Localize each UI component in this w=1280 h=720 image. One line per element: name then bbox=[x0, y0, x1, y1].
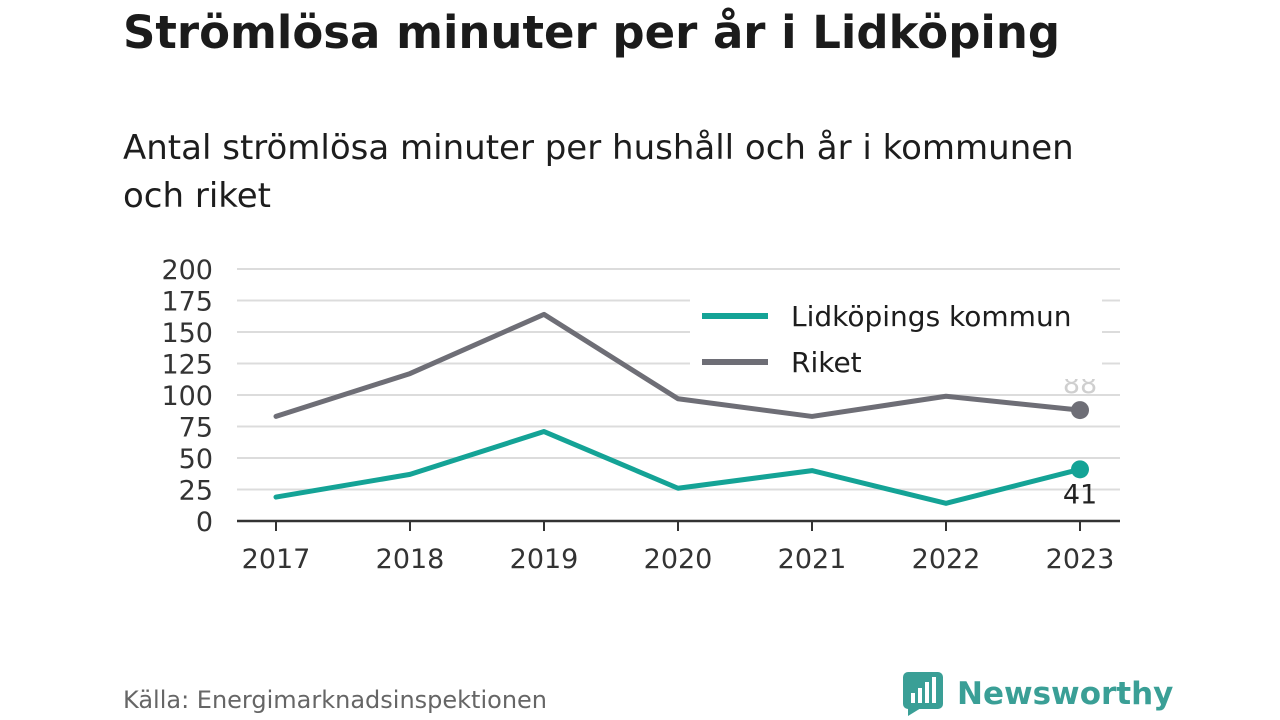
x-tick-label: 2017 bbox=[242, 544, 311, 575]
legend-label-riket: Riket bbox=[791, 346, 862, 379]
y-tick-label: 50 bbox=[179, 444, 213, 475]
x-tick-label: 2020 bbox=[644, 544, 713, 575]
y-tick-label: 125 bbox=[161, 350, 213, 381]
end-point-riket bbox=[1071, 401, 1089, 420]
y-tick-label: 150 bbox=[161, 318, 213, 349]
y-tick-label: 175 bbox=[161, 287, 213, 318]
y-tick-label: 0 bbox=[196, 507, 213, 538]
data-point-lidkoping bbox=[275, 496, 277, 498]
newsworthy-logo-icon bbox=[903, 672, 943, 716]
data-point-lidkoping bbox=[945, 502, 947, 504]
y-tick-label: 75 bbox=[179, 413, 213, 444]
y-tick-label: 100 bbox=[161, 381, 213, 412]
data-point-lidkoping bbox=[811, 470, 813, 472]
data-point-riket bbox=[811, 415, 813, 417]
end-point-lidkoping bbox=[1071, 460, 1089, 479]
legend-label-lidkoping: Lidköpings kommun bbox=[791, 300, 1071, 333]
chart-subtitle: Antal strömlösa minuter per hushåll och … bbox=[123, 128, 1074, 216]
data-point-lidkoping bbox=[543, 431, 545, 433]
x-axis-ticks: 2017 2018 2019 2020 2021 2022 2023 bbox=[242, 521, 1115, 575]
data-point-riket bbox=[409, 373, 411, 375]
chart-title: Strömlösa minuter per år i Lidköping bbox=[123, 6, 1061, 59]
x-tick-label: 2018 bbox=[376, 544, 445, 575]
legend: Lidköpings kommun Riket bbox=[690, 297, 1102, 379]
y-tick-label: 200 bbox=[161, 255, 213, 286]
source-note: Källa: Energimarknadsinspektionen bbox=[123, 686, 548, 714]
x-tick-label: 2023 bbox=[1046, 544, 1115, 575]
series-line-lidkoping bbox=[273, 429, 1083, 506]
data-point-riket bbox=[275, 415, 277, 417]
legend-box bbox=[690, 297, 1102, 379]
x-tick-label: 2019 bbox=[510, 544, 579, 575]
data-point-lidkoping bbox=[677, 487, 679, 489]
data-point-riket bbox=[945, 395, 947, 397]
data-point-riket bbox=[543, 313, 545, 315]
data-point-lidkoping bbox=[409, 473, 411, 475]
brand-name: Newsworthy bbox=[957, 676, 1174, 712]
x-tick-label: 2022 bbox=[912, 544, 981, 575]
end-label-lidkoping: 41 bbox=[1063, 479, 1097, 510]
x-tick-label: 2021 bbox=[778, 544, 847, 575]
data-point-riket bbox=[677, 398, 679, 400]
brand-logo: Newsworthy bbox=[903, 670, 1173, 718]
y-tick-label: 25 bbox=[179, 476, 213, 507]
